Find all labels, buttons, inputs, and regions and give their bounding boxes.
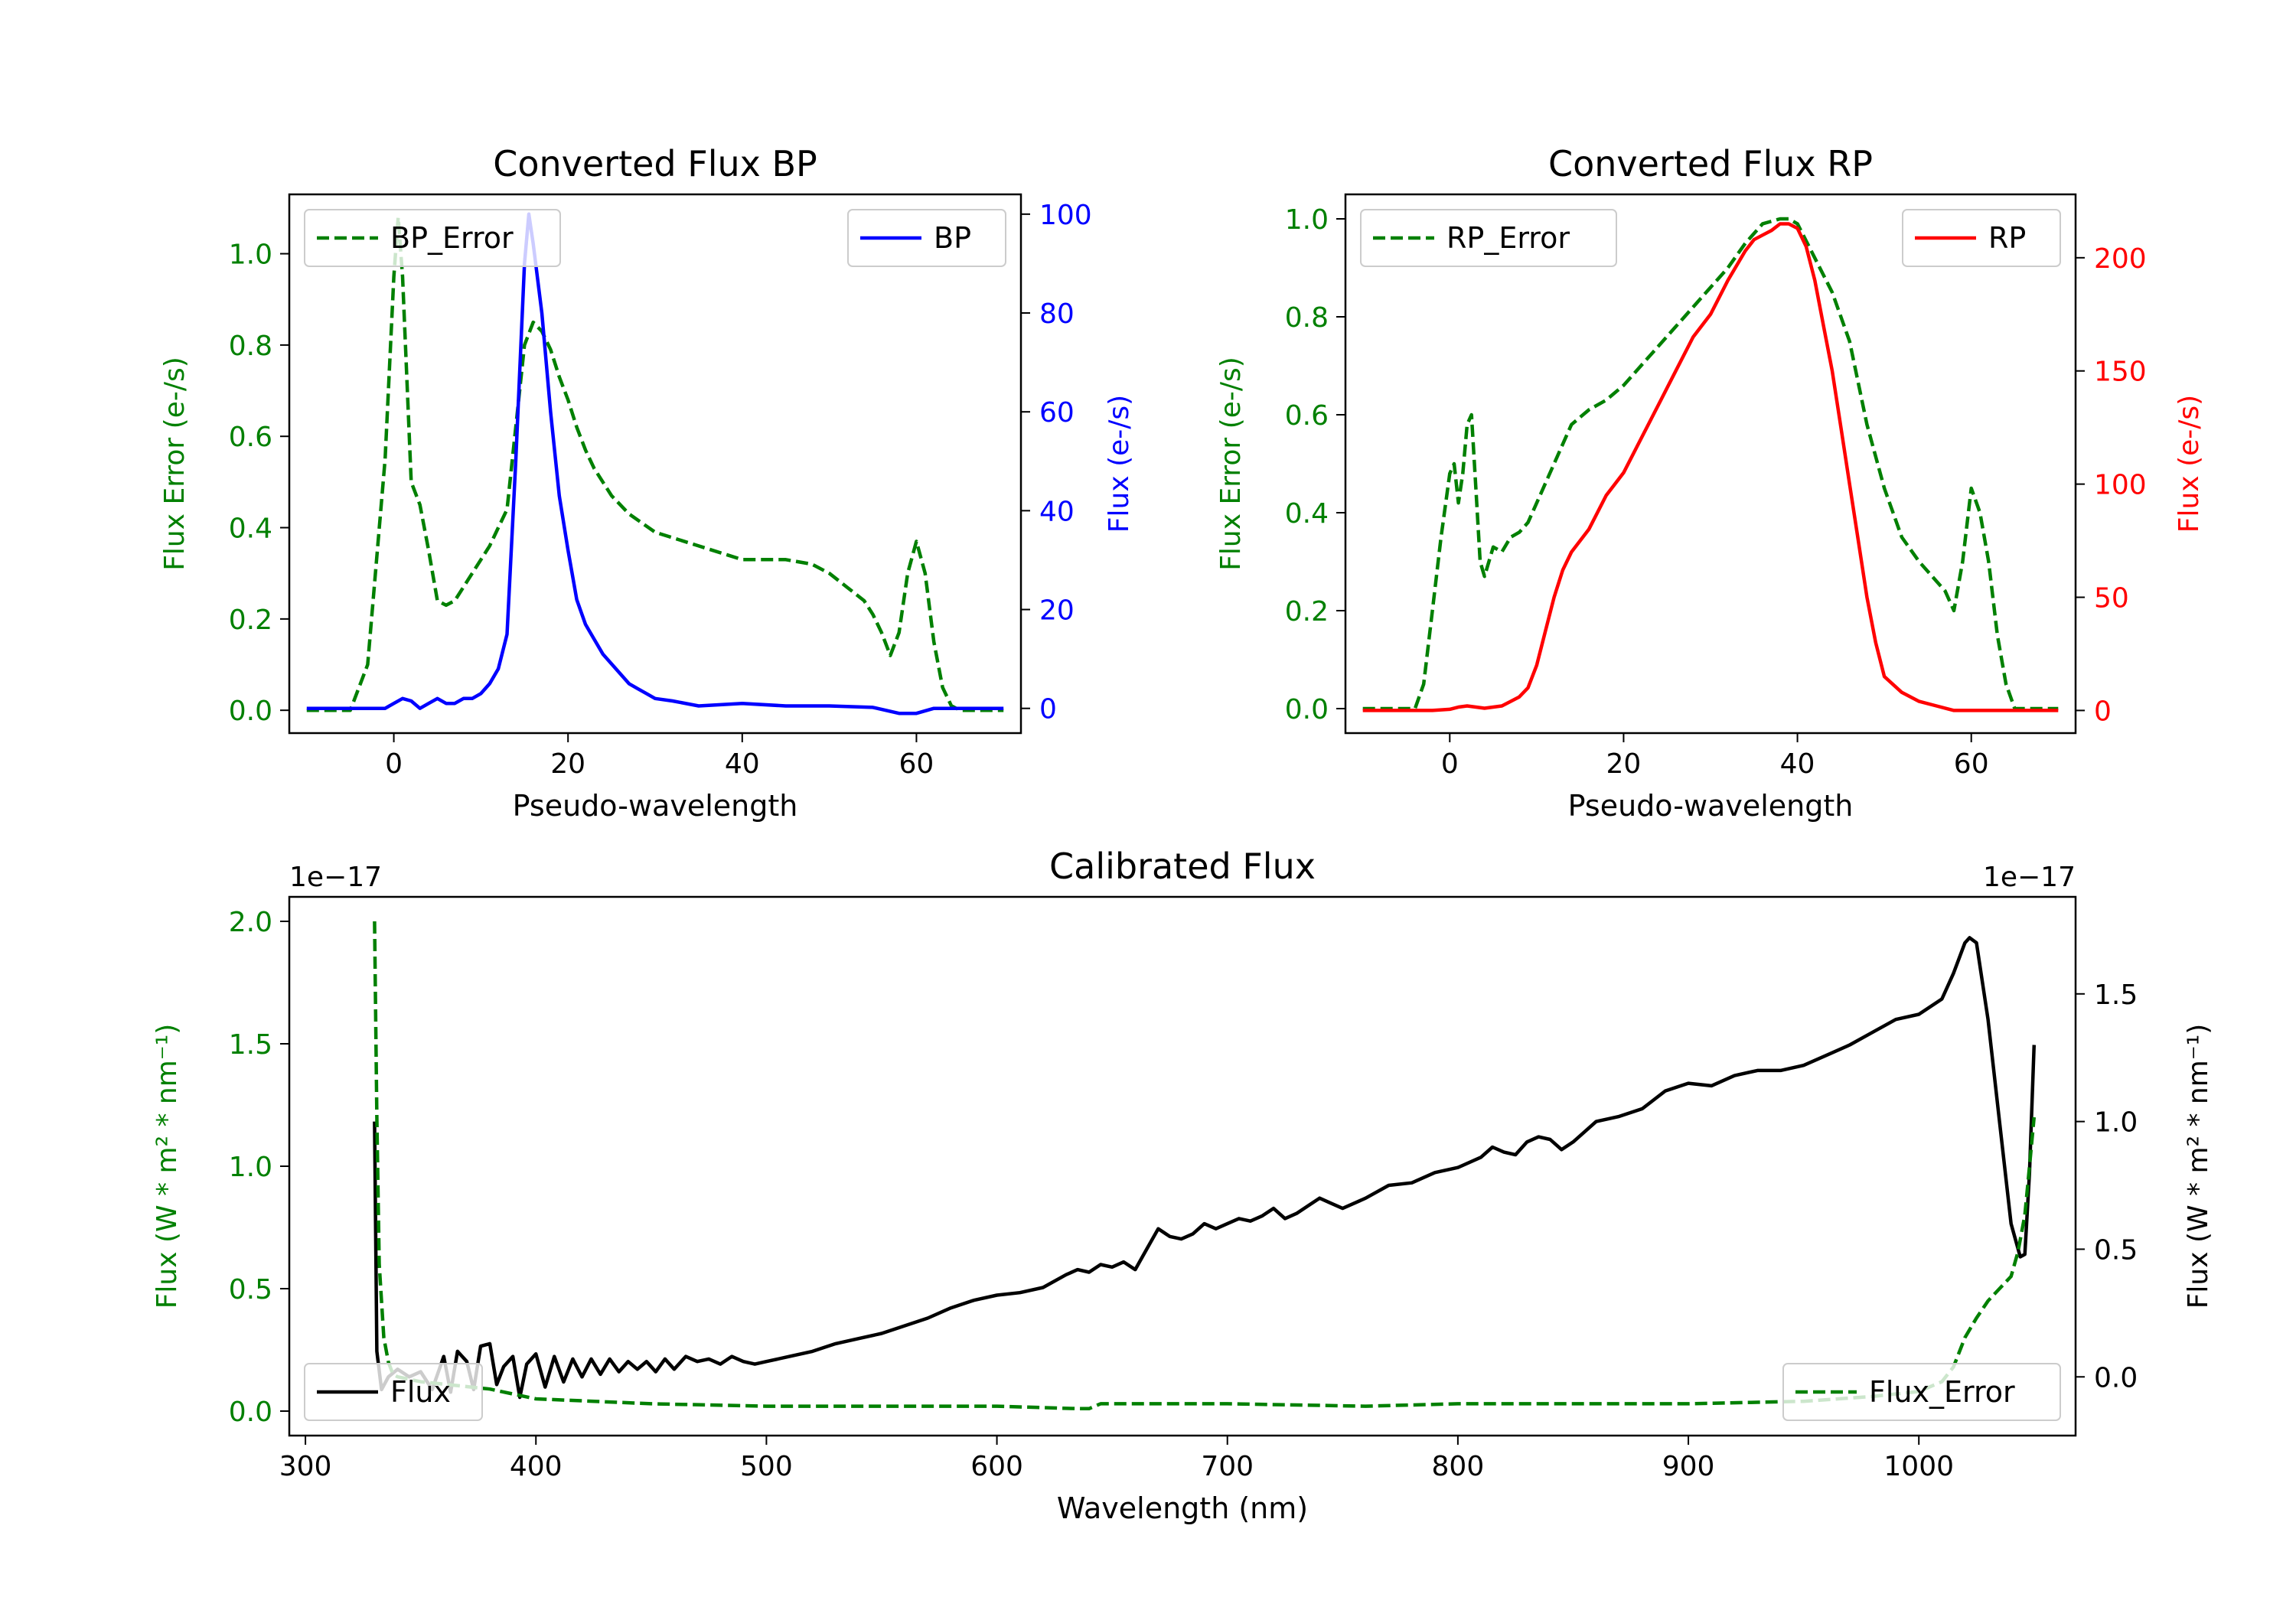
y-left-tick-label: 0.0	[1285, 694, 1329, 725]
series-line-bp	[306, 212, 1004, 715]
x-tick-label: 60	[1954, 748, 1989, 780]
y-right-tick-label: 200	[2094, 243, 2147, 275]
y-right-tick-label: 20	[1039, 595, 1075, 627]
legend-box	[304, 1363, 483, 1421]
plot-frame	[288, 895, 2077, 1437]
x-tick-label: 300	[279, 1451, 332, 1482]
y-left-tick-label: 0.2	[1285, 596, 1329, 627]
legend-box	[1360, 209, 1617, 267]
y-left-tick-label: 0.2	[229, 605, 272, 636]
y-right-tick-label: 50	[2094, 583, 2129, 614]
y-left-tick-label: 0.6	[229, 422, 272, 453]
x-tick-label: 0	[1441, 748, 1459, 780]
x-tick-label: 800	[1432, 1451, 1485, 1482]
series-line-bp-error	[306, 215, 1004, 712]
chart-panel-3: Calibrated Flux 300 400 500 600 700 800 900 1000…	[152, 846, 2214, 1525]
x-tick-label: 60	[899, 748, 934, 780]
y-left-offset-text: 1e−17	[289, 862, 382, 893]
chart-panel-1: Converted Flux BP 0 20 40 60 Pseudo-wavelengt…	[159, 143, 1135, 823]
y-left-tick-label: 1.0	[229, 240, 272, 271]
y-left-tick-label: 2.0	[229, 907, 272, 938]
y-right-tick-label: 40	[1039, 496, 1075, 527]
y-right-tick-label: 1.0	[2094, 1107, 2138, 1139]
legend-label: Flux	[390, 1375, 451, 1409]
chart-title: Calibrated Flux	[1049, 846, 1316, 887]
x-tick-label: 0	[385, 748, 403, 780]
y-right-tick-label: 0	[1039, 694, 1057, 725]
legend-box	[304, 209, 561, 267]
legend-label: BP_Error	[390, 221, 514, 255]
y-left-axis-label: Flux Error (e-/s)	[1215, 357, 1247, 571]
legend-left: RP_Error	[1360, 209, 1617, 267]
y-left-tick-label: 1.0	[229, 1152, 272, 1183]
chart-title: Converted Flux BP	[493, 143, 817, 184]
legend-right: Flux_Error	[1782, 1363, 2061, 1421]
y-right-tick-label: 100	[1039, 200, 1092, 231]
legend-left: Flux	[304, 1363, 483, 1421]
legend-label: BP	[934, 221, 971, 255]
y-left-tick-label: 1.0	[1285, 204, 1329, 236]
x-tick-label: 20	[1606, 748, 1642, 780]
y-right-tick-label: 60	[1039, 397, 1075, 429]
x-tick-label: 40	[1780, 748, 1815, 780]
x-tick-label: 700	[1201, 1451, 1254, 1482]
series-line-rp-error	[1362, 217, 2059, 711]
x-tick-label: 20	[550, 748, 585, 780]
legend-right: BP	[847, 209, 1006, 267]
y-left-tick-label: 0.8	[229, 331, 272, 362]
y-left-tick-label: 0.6	[1285, 400, 1329, 432]
y-left-tick-label: 0.8	[1285, 302, 1329, 334]
chart-panel-2: Converted Flux RP 0 20 40 60 Pseudo-wavelengt…	[1215, 143, 2205, 823]
y-right-tick-label: 0	[2094, 696, 2112, 727]
y-right-tick-label: 150	[2094, 357, 2147, 388]
y-left-tick-label: 0.0	[229, 696, 272, 727]
legend-label: Flux_Error	[1869, 1375, 2015, 1409]
y-right-axis-label: Flux (e-/s)	[1104, 395, 1135, 533]
series-line-flux	[373, 936, 2037, 1400]
legend-right: RP	[1902, 209, 2061, 267]
x-axis-label: Pseudo-wavelength	[1568, 789, 1854, 823]
chart-title: Converted Flux RP	[1548, 143, 1873, 184]
plot-frame	[1344, 193, 2077, 735]
x-tick-label: 500	[740, 1451, 793, 1482]
plot-frame	[288, 193, 1022, 735]
x-tick-label: 400	[510, 1451, 563, 1482]
legend-box	[847, 209, 1006, 267]
y-left-tick-label: 1.5	[229, 1029, 272, 1061]
x-tick-label: 900	[1662, 1451, 1715, 1482]
legend-label: RP	[1988, 221, 2026, 255]
y-right-axis-label: Flux (e-/s)	[2174, 395, 2205, 533]
x-tick-label: 600	[970, 1451, 1023, 1482]
y-left-axis-label: Flux (W * m² * nm⁻¹)	[152, 1024, 183, 1309]
legend-label: RP_Error	[1446, 221, 1570, 255]
x-tick-label: 40	[725, 748, 760, 780]
y-right-tick-label: 100	[2094, 470, 2147, 501]
y-right-tick-label: 0.0	[2094, 1362, 2138, 1393]
y-right-offset-text: 1e−17	[1983, 862, 2076, 893]
x-axis-label: Wavelength (nm)	[1057, 1491, 1308, 1525]
y-right-axis-label: Flux (W * m² * nm⁻¹)	[2183, 1024, 2214, 1309]
y-left-tick-label: 0.0	[229, 1397, 272, 1428]
y-left-axis-label: Flux Error (e-/s)	[159, 357, 191, 571]
y-left-tick-label: 0.4	[1285, 498, 1329, 530]
legend-left: BP_Error	[304, 209, 561, 267]
y-left-tick-label: 0.4	[229, 513, 272, 545]
y-right-tick-label: 0.5	[2094, 1234, 2138, 1266]
x-tick-label: 1000	[1883, 1451, 1954, 1482]
legend-box	[1902, 209, 2061, 267]
y-right-tick-label: 80	[1039, 298, 1075, 330]
legend-box	[1782, 1363, 2061, 1421]
series-line-rp	[1362, 222, 2059, 712]
x-axis-label: Pseudo-wavelength	[513, 789, 798, 823]
y-left-tick-label: 0.5	[229, 1274, 272, 1305]
y-right-tick-label: 1.5	[2094, 980, 2138, 1011]
